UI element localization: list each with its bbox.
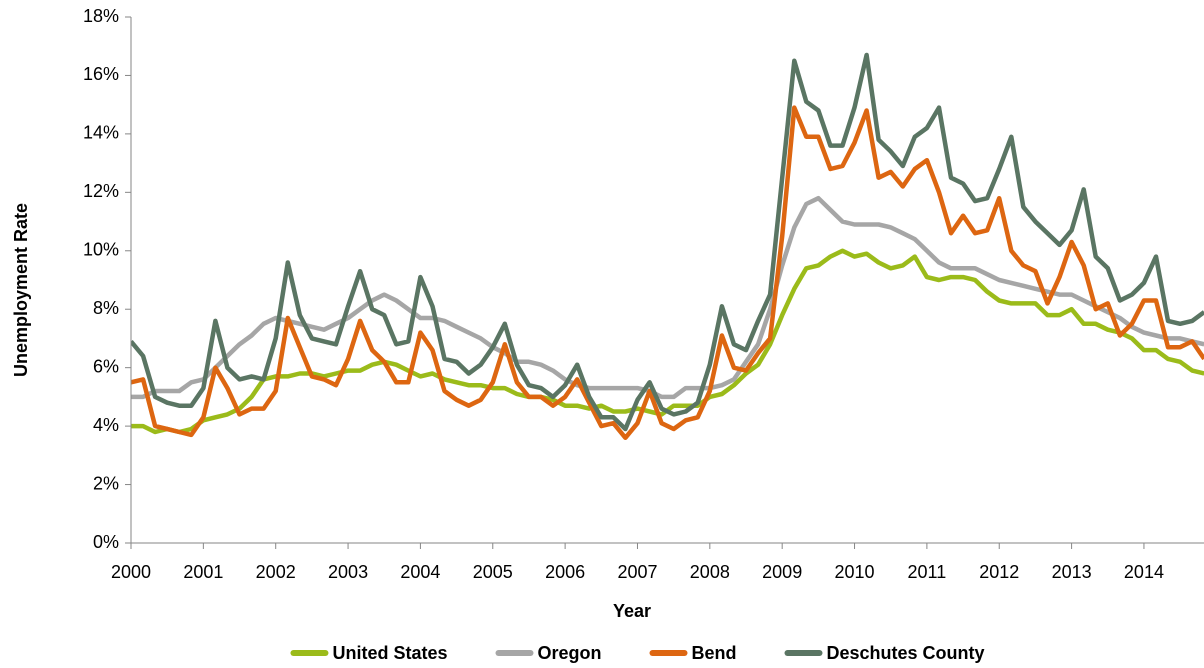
x-tick-label: 2011 [908,562,947,582]
y-axis-label: Unemployment Rate [11,203,31,377]
x-tick-label: 2013 [1052,562,1092,582]
plot-area [131,52,1204,441]
x-tick-label: 2005 [473,562,513,582]
x-tick-label: 2008 [690,562,730,582]
legend-label: United States [332,643,447,663]
series-line [131,195,1204,400]
y-tick-label: 14% [83,123,119,143]
x-tick-label: 2007 [617,562,657,582]
legend-label: Oregon [537,643,601,663]
x-tick-label: 2002 [256,562,296,582]
y-tick-label: 18% [83,6,119,26]
y-tick-label: 8% [93,298,119,318]
x-tick-label: 2014 [1124,562,1164,582]
legend-label: Bend [692,643,737,663]
y-tick-label: 4% [93,415,119,435]
x-tick-label: 2000 [111,562,151,582]
y-tick-label: 6% [93,356,119,376]
x-tick-label: 2003 [328,562,368,582]
x-tick-label: 2006 [545,562,585,582]
legend-label: Deschutes County [827,643,985,663]
x-tick-label: 2009 [762,562,802,582]
x-tick-label: 2001 [183,562,223,582]
x-axis-label: Year [613,601,651,621]
series-line [131,52,1204,432]
y-tick-label: 10% [83,240,119,260]
y-tick-label: 0% [93,532,119,552]
x-tick-label: 2004 [400,562,440,582]
x-tick-label: 2010 [835,562,875,582]
x-tick-label: 2012 [979,562,1019,582]
y-tick-label: 12% [83,181,119,201]
y-tick-label: 16% [83,64,119,84]
y-tick-label: 2% [93,473,119,493]
series-line [131,105,1204,441]
